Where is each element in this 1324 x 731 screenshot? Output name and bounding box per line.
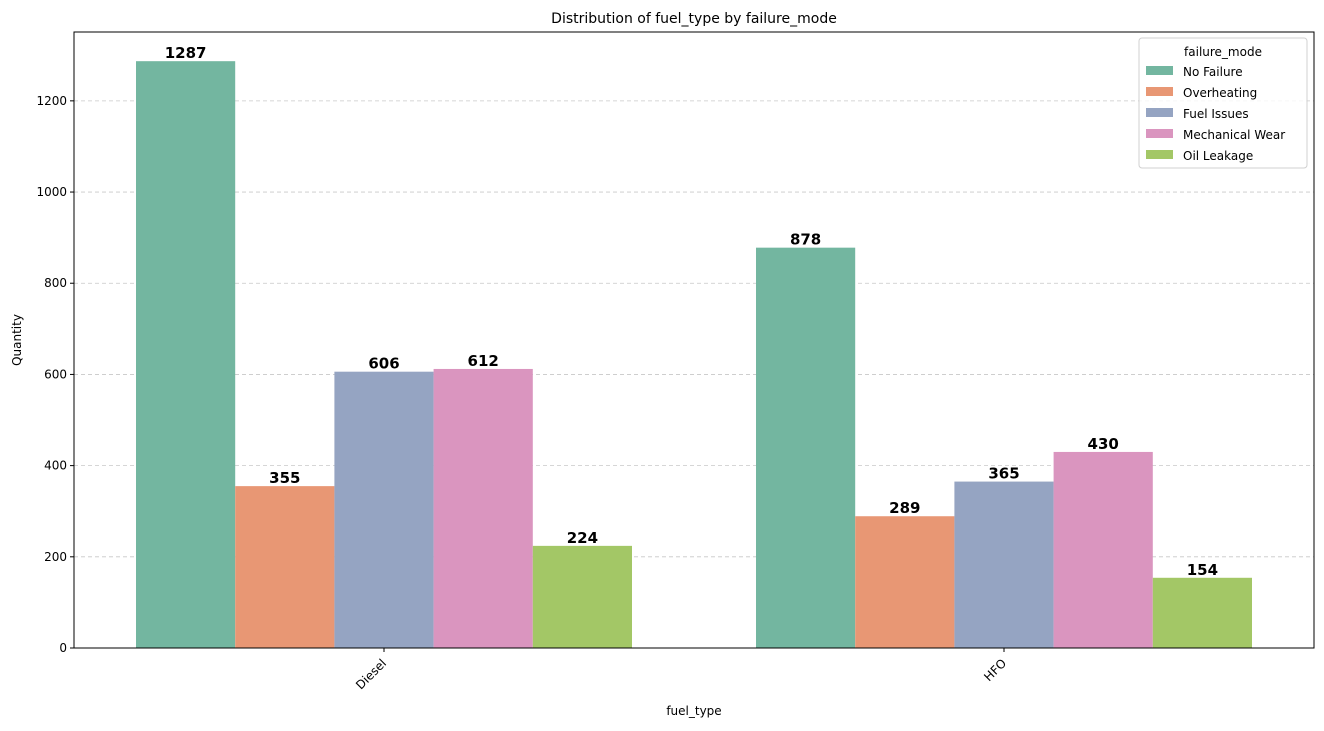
bar-value-label: 1287 — [165, 44, 207, 62]
bar — [1152, 577, 1252, 648]
bar — [433, 368, 533, 648]
legend-label: No Failure — [1183, 65, 1243, 79]
bar-value-label: 224 — [567, 529, 598, 547]
bar — [855, 516, 955, 648]
legend-swatch — [1146, 129, 1173, 138]
legend-swatch — [1146, 108, 1173, 117]
bar — [532, 545, 632, 648]
bar-value-label: 154 — [1187, 561, 1218, 579]
legend-swatch — [1146, 87, 1173, 96]
y-tick-label: 0 — [59, 641, 67, 655]
bar-value-label: 612 — [468, 352, 499, 370]
legend-swatch — [1146, 66, 1173, 75]
bars — [136, 61, 1252, 649]
legend-title: failure_mode — [1184, 45, 1262, 59]
x-tick-label: HFO — [981, 656, 1009, 684]
y-tick-label: 800 — [44, 276, 67, 290]
y-tick-label: 200 — [44, 550, 67, 564]
bar — [756, 247, 856, 648]
chart-title: Distribution of fuel_type by failure_mod… — [551, 11, 837, 27]
bar — [954, 481, 1054, 648]
x-axis-ticks: Diesel HFO — [353, 648, 1009, 692]
bar — [334, 371, 434, 648]
y-tick-label: 1200 — [36, 94, 67, 108]
bar-value-label: 878 — [790, 231, 821, 249]
legend-label: Mechanical Wear — [1183, 128, 1285, 142]
y-axis-ticks: 0 200 400 600 800 1000 1200 — [36, 94, 74, 655]
bar — [136, 61, 236, 649]
legend-label: Oil Leakage — [1183, 149, 1253, 163]
bar-value-label: 365 — [988, 465, 1019, 483]
y-tick-label: 1000 — [36, 185, 67, 199]
bar-value-label: 289 — [889, 499, 920, 517]
bar — [1053, 451, 1153, 648]
legend-label: Overheating — [1183, 86, 1257, 100]
y-axis-label: Quantity — [10, 314, 24, 366]
legend: failure_mode No Failure Overheating Fuel I… — [1138, 37, 1308, 169]
legend-box — [1138, 37, 1308, 169]
bar-value-label: 430 — [1088, 435, 1119, 453]
legend-label: Fuel Issues — [1183, 107, 1249, 121]
x-axis-label: fuel_type — [666, 704, 721, 718]
legend-swatch — [1146, 150, 1173, 159]
bar-value-label: 606 — [368, 355, 399, 373]
y-tick-label: 400 — [44, 459, 67, 473]
data-labels: 1287 878 355 289 606 365 612 430 224 154 — [165, 44, 1218, 579]
bar-value-label: 355 — [269, 469, 300, 487]
bar — [235, 486, 335, 648]
y-tick-label: 600 — [44, 367, 67, 381]
gridlines — [74, 100, 1314, 558]
x-tick-label: Diesel — [353, 656, 389, 692]
plot-frame — [73, 31, 1315, 649]
